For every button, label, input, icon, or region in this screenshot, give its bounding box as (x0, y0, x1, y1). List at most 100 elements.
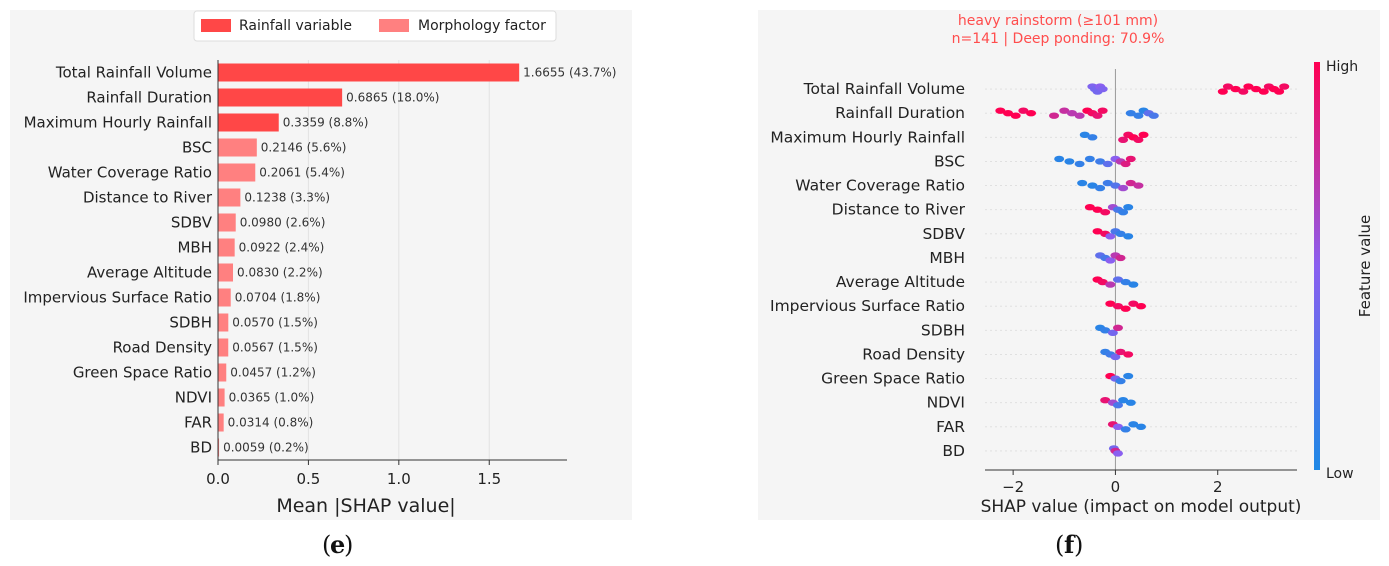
bar-impervious-surface-ratio (218, 288, 231, 307)
bar-value-label: 0.2061 (5.4%) (259, 166, 345, 180)
shap-point-green-space-ratio (1123, 372, 1134, 380)
panel-captions: ( e ) ( f ) (322, 530, 1083, 559)
y-tick-label: Average Altitude (87, 264, 212, 282)
shap-point-impervious-surface-ratio (1112, 302, 1123, 310)
x-axis-label: SHAP value (impact on model output) (981, 497, 1302, 517)
y-tick-label: SDBH (921, 321, 965, 339)
shap-point-distance-to-river (1084, 203, 1095, 211)
shap-point-bsc (1095, 158, 1106, 165)
shap-point-rainfall-duration (1010, 112, 1021, 119)
y-tick-label: NDVI (175, 389, 212, 407)
y-tick-label: Road Density (862, 345, 965, 363)
shap-point-water-coverage-ratio (1125, 179, 1136, 187)
shap-point-rainfall-duration (1066, 109, 1077, 117)
shap-point-water-coverage-ratio (1102, 179, 1113, 187)
chart-title-line2: n=141 | Deep ponding: 70.9% (952, 31, 1165, 47)
caption-e-open: ( (322, 531, 331, 559)
bar-value-label: 0.6865 (18.0%) (346, 91, 439, 105)
shap-point-total-rainfall-volume (1222, 83, 1233, 90)
shap-point-total-rainfall-volume (1097, 85, 1108, 93)
y-tick-label: Distance to River (832, 201, 966, 219)
shap-point-rainfall-duration (1003, 109, 1014, 117)
y-tick-label: BSC (934, 152, 965, 170)
legend: Rainfall variable Morphology factor (193, 10, 557, 42)
shap-point-road-density (1115, 348, 1126, 356)
shap-point-impervious-surface-ratio (1128, 300, 1139, 307)
x-tick-label: 1.0 (387, 470, 411, 488)
shap-point-ndvi (1125, 399, 1136, 406)
caption-f-letter: f (1064, 530, 1076, 559)
shap-point-maximum-hourly-rainfall (1087, 134, 1098, 141)
y-tick-label: BSC (182, 139, 212, 157)
shap-point-rainfall-duration (1049, 112, 1060, 119)
y-tick-label: Maximum Hourly Rainfall (24, 114, 212, 132)
x-ticks: 0.0 0.5 1.0 1.5 (206, 460, 501, 488)
panel-e-mean-shap-bar-chart: Total Rainfall Volume Rainfall Duration Ma… (10, 10, 632, 520)
shap-point-bsc (1102, 160, 1113, 168)
shap-point-road-density (1123, 351, 1134, 358)
shap-point-impervious-surface-ratio (1136, 302, 1146, 310)
shap-point-average-altitude (1112, 276, 1123, 283)
y-tick-label: Water Coverage Ratio (795, 177, 965, 195)
shap-point-maximum-hourly-rainfall (1138, 131, 1149, 139)
bar-bd (218, 438, 220, 457)
shap-point-rainfall-duration (1059, 107, 1070, 114)
x-tick-label: 0.5 (296, 470, 320, 488)
bar-rainfall-duration (218, 88, 343, 107)
y-tick-label: Distance to River (83, 189, 213, 207)
chart-title-line1: heavy rainstorm (≥101 mm) (958, 13, 1158, 29)
bar-distance-to-river (218, 188, 241, 207)
bar-value-label: 0.0457 (1.2%) (230, 366, 316, 380)
y-tick-label: SDBH (169, 314, 212, 332)
shap-point-total-rainfall-volume (1243, 83, 1254, 90)
x-tick-label: 0 (1111, 478, 1121, 496)
caption-e-close: ) (344, 531, 353, 559)
bar-ndvi (218, 388, 225, 407)
bar-value-label: 0.2146 (5.6%) (261, 141, 347, 155)
shap-point-total-rainfall-volume (1238, 88, 1249, 95)
bar-value-label: 0.0059 (0.2%) (223, 441, 309, 455)
shap-point-ndvi (1112, 401, 1123, 409)
shap-point-bsc (1064, 158, 1075, 165)
shap-point-water-coverage-ratio (1087, 182, 1098, 189)
shap-point-mbh (1105, 257, 1116, 264)
colorbar-low-label: Low (1326, 466, 1354, 482)
shap-point-average-altitude (1105, 281, 1116, 288)
y-tick-label: MBH (929, 249, 965, 267)
shap-point-distance-to-river (1123, 203, 1134, 211)
x-tick-label: −2 (1002, 478, 1024, 496)
legend-box (193, 10, 557, 42)
shap-point-water-coverage-ratio (1118, 184, 1129, 192)
bar-sdbv (218, 213, 236, 232)
shap-point-rainfall-duration (1133, 112, 1144, 119)
bar-far (218, 413, 224, 432)
shap-point-ndvi (1100, 396, 1111, 404)
shap-point-water-coverage-ratio (1133, 182, 1144, 189)
bar-average-altitude (218, 263, 234, 282)
legend-label-rainfall: Rainfall variable (239, 18, 352, 34)
y-tick-label: Rainfall Duration (86, 89, 212, 107)
shap-point-rainfall-duration (1018, 107, 1029, 114)
y-tick-label: BD (190, 439, 212, 457)
y-tick-label: Water Coverage Ratio (48, 164, 212, 182)
y-tick-label: Total Rainfall Volume (55, 64, 212, 82)
bar-road-density (218, 338, 229, 357)
shap-point-far (1128, 421, 1139, 428)
bar-value-labels: 1.6655 (43.7%) 0.6865 (18.0%) 0.3359 (8.8%… (223, 66, 616, 455)
y-tick-labels: Total Rainfall Volume Rainfall Duration Ma… (23, 64, 213, 457)
shap-point-far (1112, 423, 1123, 431)
shap-point-rainfall-duration (1026, 109, 1037, 117)
shap-point-rainfall-duration (1097, 107, 1108, 114)
legend-swatch-morphology (379, 19, 409, 32)
shap-point-average-altitude (1097, 278, 1108, 286)
y-tick-label: Total Rainfall Volume (803, 80, 965, 98)
shap-point-average-altitude (1128, 281, 1139, 288)
colorbar (1314, 62, 1320, 470)
caption-e-letter: e (330, 530, 345, 559)
shap-point-far (1136, 423, 1146, 431)
shap-point-average-altitude (1120, 278, 1131, 286)
shap-point-bsc (1074, 160, 1085, 168)
shap-point-sdbv (1115, 230, 1126, 238)
bars (218, 63, 520, 457)
